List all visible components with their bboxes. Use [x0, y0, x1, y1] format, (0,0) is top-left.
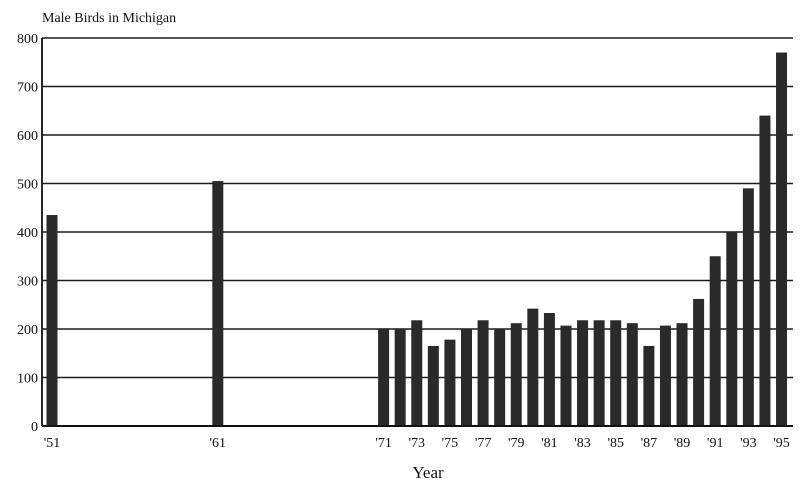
- x-tick-label: '73: [408, 436, 425, 451]
- x-tick-label: '75: [442, 436, 459, 451]
- bar-1982: [560, 325, 572, 426]
- bar-1951: [46, 215, 58, 426]
- y-tick-label: 700: [17, 81, 38, 96]
- bar-1975: [444, 339, 456, 426]
- y-axis-ticks: 0 100 200 300 400 500 600 700 800: [17, 32, 38, 435]
- bar-1978: [494, 329, 506, 426]
- x-tick-label: '71: [375, 436, 392, 451]
- bar-1995: [776, 52, 788, 427]
- y-tick-label: 800: [17, 32, 38, 47]
- bar-1987: [643, 345, 655, 426]
- x-axis-ticks: '51 '61 '71 '73 '75 '77 '79 '81 '83 '85 '87 '89 '91 '…: [44, 436, 790, 451]
- bar-1981: [543, 313, 555, 426]
- bar-1992: [726, 232, 738, 426]
- x-tick-label: '89: [674, 436, 691, 451]
- x-tick-label: '83: [574, 436, 591, 451]
- bar-1977: [477, 320, 489, 426]
- gridlines: [42, 37, 793, 379]
- x-tick-label: '85: [607, 436, 624, 451]
- bar-1986: [626, 323, 638, 426]
- x-tick-label: '93: [740, 436, 757, 451]
- x-tick-label: '87: [641, 436, 658, 451]
- y-tick-label: 600: [17, 129, 38, 144]
- y-tick-label: 200: [17, 323, 38, 338]
- x-tick-label: '81: [541, 436, 558, 451]
- bar-1979: [510, 323, 522, 426]
- bar-1961: [212, 181, 224, 426]
- bar-1976: [461, 329, 472, 426]
- bar-1985: [610, 320, 622, 426]
- bar-1991: [709, 256, 721, 426]
- y-axis-label: Male Birds in Michigan: [42, 11, 176, 26]
- x-tick-label: '95: [773, 436, 790, 451]
- bar-1989: [676, 323, 688, 426]
- y-tick-label: 500: [17, 178, 38, 193]
- x-axis-title: Year: [412, 463, 444, 482]
- y-tick-label: 300: [17, 275, 38, 290]
- x-tick-label: '91: [707, 436, 724, 451]
- bar-1973: [411, 320, 423, 426]
- bar-1983: [577, 320, 589, 426]
- bar-1994: [759, 115, 771, 426]
- x-tick-label: '77: [475, 436, 492, 451]
- y-tick-label: 100: [17, 372, 38, 387]
- y-tick-label: 400: [17, 226, 38, 241]
- bar-1972: [394, 329, 406, 426]
- y-tick-label: 0: [31, 420, 38, 435]
- bar-1971: [378, 329, 390, 426]
- bar-1974: [427, 345, 439, 426]
- x-tick-label: '61: [210, 436, 227, 451]
- bar-1984: [593, 320, 605, 426]
- bar-1990: [693, 298, 705, 426]
- bar-1993: [742, 188, 754, 426]
- x-tick-label: '79: [508, 436, 525, 451]
- bar-1988: [659, 325, 671, 426]
- bars: [46, 52, 788, 427]
- x-tick-label: '51: [44, 436, 61, 451]
- bar-1980: [527, 308, 539, 426]
